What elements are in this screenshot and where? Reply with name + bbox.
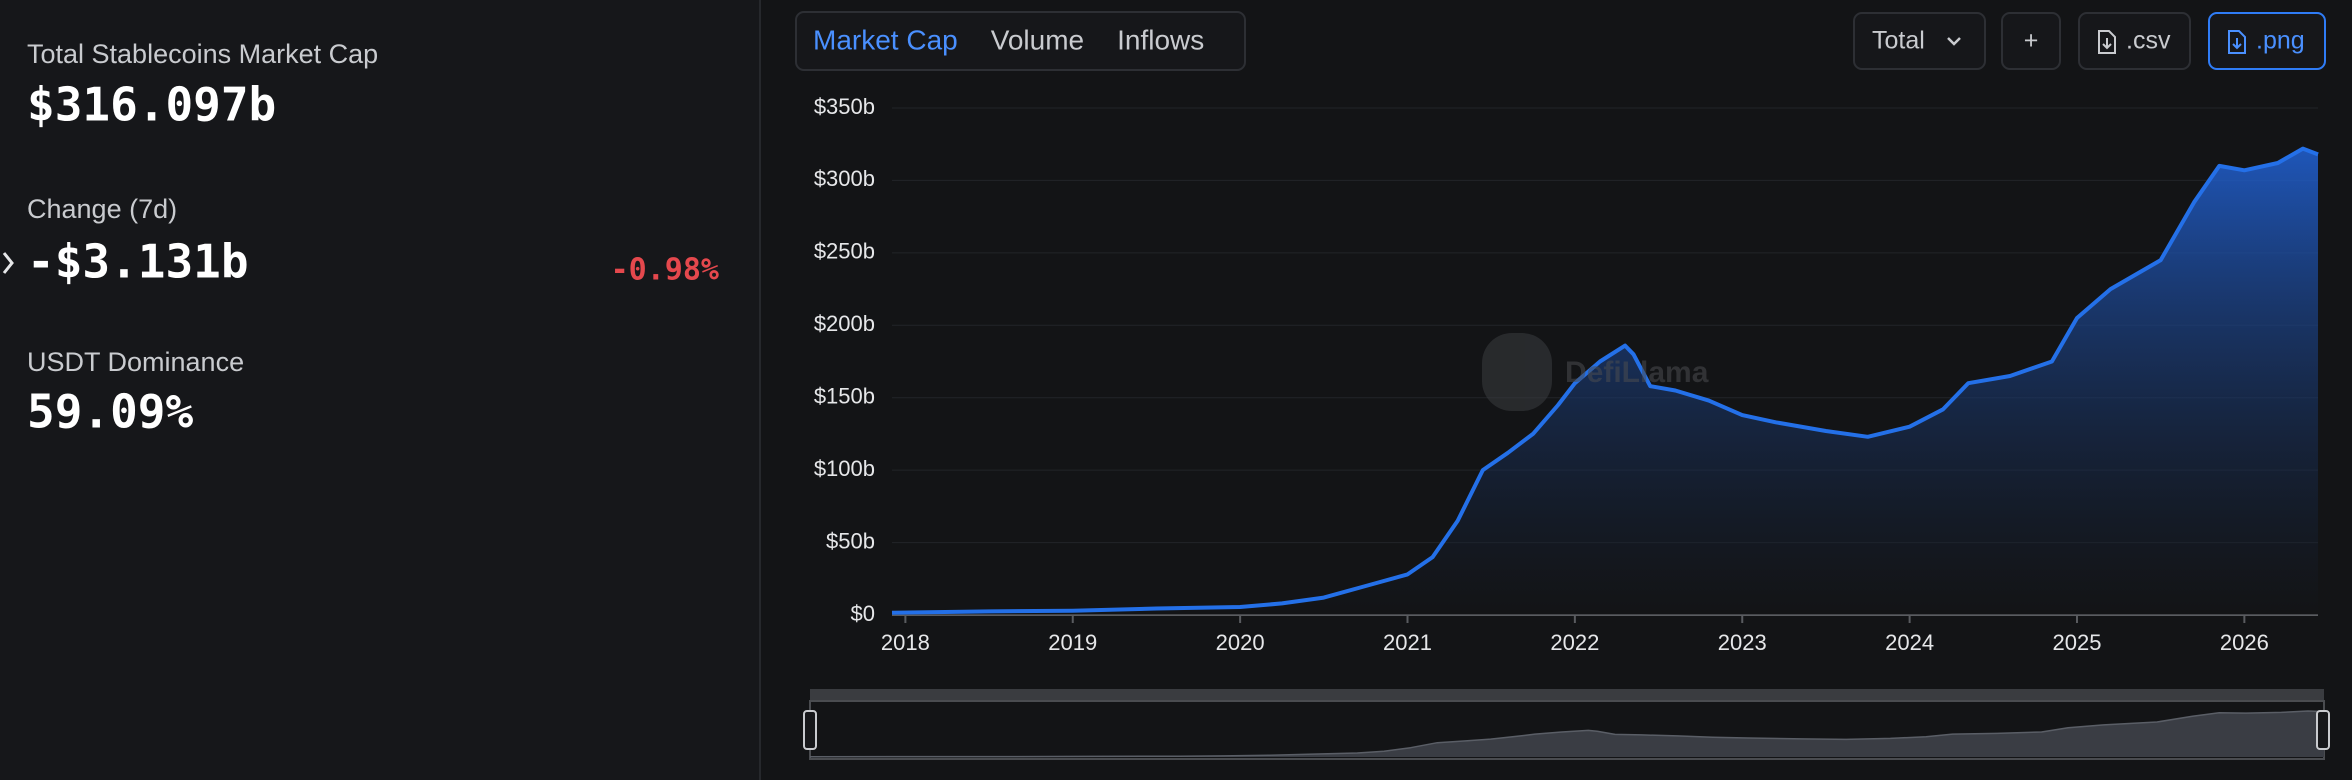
x-tick-label: 2022 <box>1550 630 1599 655</box>
dropdown[interactable] <box>1853 12 1986 70</box>
expand-chevron[interactable] <box>2 252 14 274</box>
brush-handle[interactable] <box>803 710 817 750</box>
x-tick-label: 2023 <box>1718 630 1767 655</box>
line <box>809 710 2325 758</box>
watermark-text: DefiLlama <box>1565 356 1709 389</box>
dropdown-chevron <box>1947 37 1961 46</box>
y-tick-label: $50b <box>826 528 875 553</box>
tab[interactable]: Volume <box>991 24 1084 55</box>
x-tick-label: 2025 <box>2053 630 2102 655</box>
csv-label: .csv <box>2126 27 2171 55</box>
stat-label: Total Stablecoins Market Cap <box>27 39 378 69</box>
stat-value: -$3.131b <box>27 235 249 289</box>
brush-handle[interactable] <box>2316 710 2330 750</box>
line <box>891 146 2319 615</box>
csv-button[interactable] <box>2078 12 2191 70</box>
y-tick-label: $100b <box>814 456 875 481</box>
area <box>810 711 2324 757</box>
add-button[interactable] <box>2001 12 2061 70</box>
y-tick-label: $300b <box>814 166 875 191</box>
x-tick-label: 2021 <box>1383 630 1432 655</box>
download-icon <box>2228 30 2246 54</box>
y-tick-label: $200b <box>814 311 875 336</box>
x-tick-label: 2018 <box>881 630 930 655</box>
tab[interactable]: Inflows <box>1117 24 1204 55</box>
add-label: + <box>2024 27 2039 55</box>
area <box>892 148 2318 615</box>
x-tick-label: 2020 <box>1216 630 1265 655</box>
stat-value: $316.097b <box>27 78 276 132</box>
x-tick-label: 2019 <box>1048 630 1097 655</box>
y-tick-label: $150b <box>814 384 875 409</box>
x-tick-label: 2024 <box>1885 630 1934 655</box>
png-button[interactable] <box>2208 12 2326 70</box>
brush-bar[interactable] <box>810 689 2324 701</box>
png-label: .png <box>2256 27 2305 55</box>
y-tick-label: $350b <box>814 94 875 119</box>
download-icon <box>2098 30 2116 54</box>
tab[interactable]: Market Cap <box>813 24 958 55</box>
stat-value: 59.09% <box>27 385 193 439</box>
dropdown-label: Total <box>1872 27 1925 55</box>
y-tick-label: $250b <box>814 239 875 264</box>
tab-group <box>795 11 1246 71</box>
sidebar <box>0 0 760 780</box>
watermark: DefiLlama <box>1482 333 1709 411</box>
stat-change: -0.98% <box>611 253 719 288</box>
stat-label: USDT Dominance <box>27 347 244 377</box>
stat-label: Change (7d) <box>27 194 177 224</box>
y-tick-label: $0 <box>851 601 875 626</box>
x-tick-label: 2026 <box>2220 630 2269 655</box>
